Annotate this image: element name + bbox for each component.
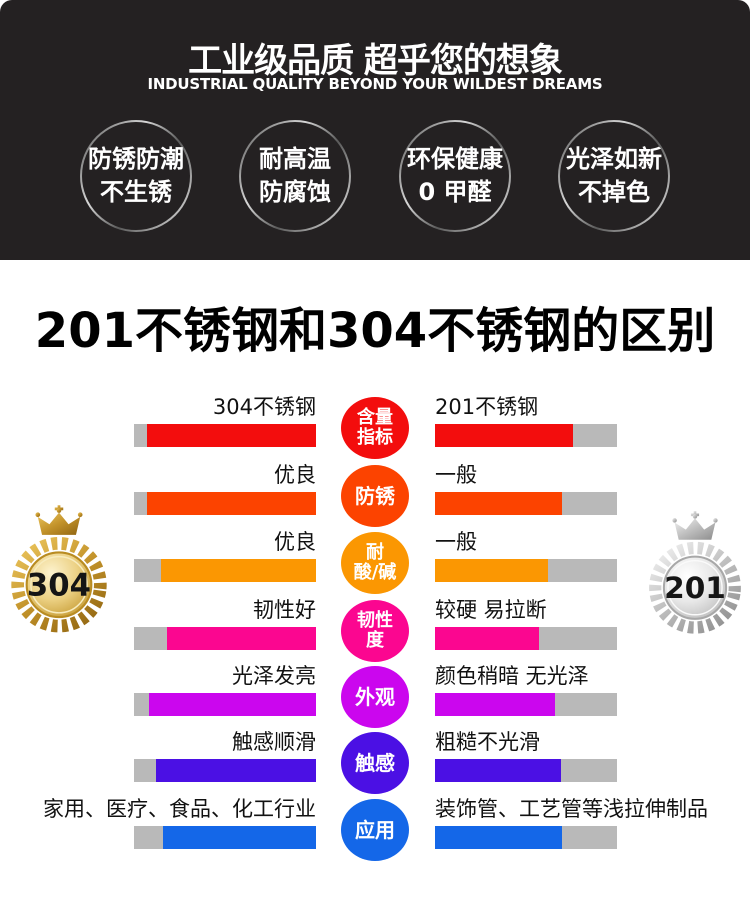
bar-201 — [435, 627, 617, 650]
left-value-label: 304不锈钢 — [212, 395, 316, 419]
feature-line: 0 甲醛 — [418, 178, 492, 206]
crown-icon — [672, 511, 718, 540]
bar-304 — [134, 424, 316, 447]
bar-304 — [134, 759, 316, 782]
bar-201-fill — [435, 559, 548, 582]
attribute-badge-line: 指标 — [357, 427, 393, 448]
right-value-label: 201不锈钢 — [435, 395, 539, 419]
feature-line: 光泽如新 — [566, 145, 662, 173]
bar-201-fill — [435, 424, 573, 447]
bar-304-fill — [163, 826, 316, 849]
bar-201 — [435, 693, 617, 716]
attribute-badge: 耐酸/碱 — [341, 532, 409, 594]
attribute-badge: 含量 指标 — [341, 397, 409, 459]
right-value-label: 较硬 易拉断 — [435, 598, 547, 622]
bar-201 — [435, 492, 617, 515]
right-value-label: 一般 — [435, 530, 477, 554]
attribute-badge-line: 耐 — [366, 542, 384, 563]
silver-medal-201: 201 — [649, 511, 741, 634]
feature-line: 防腐蚀 — [259, 178, 331, 206]
bar-201-fill — [435, 693, 555, 716]
attribute-badge: 防锈 — [341, 465, 409, 527]
attribute-badge: 触感 — [341, 732, 409, 794]
bar-304 — [134, 559, 316, 582]
bar-304 — [134, 492, 316, 515]
attribute-badge-line: 含量 — [357, 407, 393, 428]
right-value-label: 粗糙不光滑 — [435, 730, 540, 754]
attribute-badge-line: 触感 — [355, 751, 395, 775]
attribute-badge: 韧性度 — [341, 600, 409, 662]
attribute-badge-line: 外观 — [355, 685, 395, 709]
hero-banner: 工业级品质 超乎您的想象 INDUSTRIAL QUALITY BEYOND Y… — [0, 0, 750, 260]
crown-icon — [35, 505, 83, 535]
feature-circle-lasting-shine: 光泽如新 不掉色 — [558, 120, 670, 232]
attribute-badge-line: 度 — [366, 630, 384, 651]
bar-201 — [435, 759, 617, 782]
right-value-label: 颜色稍暗 无光泽 — [435, 664, 589, 688]
bar-201 — [435, 559, 617, 582]
attribute-badge: 外观 — [341, 666, 409, 728]
feature-circle-rustproof: 防锈防潮 不生锈 — [80, 120, 192, 232]
bar-304 — [134, 693, 316, 716]
attribute-badge-line: 应用 — [355, 818, 395, 842]
bar-201-fill — [435, 826, 562, 849]
bar-304-fill — [156, 759, 316, 782]
bar-304-fill — [167, 627, 316, 650]
left-value-label: 韧性好 — [253, 598, 316, 622]
section-title: 201不锈钢和304不锈钢的区别 — [34, 303, 716, 359]
bar-304-fill — [147, 492, 316, 515]
bar-304 — [134, 627, 316, 650]
bar-201-fill — [435, 627, 539, 650]
feature-line: 不生锈 — [100, 178, 172, 206]
bar-201 — [435, 424, 617, 447]
attribute-badge-line: 防锈 — [355, 484, 395, 508]
left-value-label: 优良 — [274, 530, 316, 554]
bar-304-fill — [149, 693, 316, 716]
left-value-label: 触感顺滑 — [232, 730, 316, 754]
medal-number: 201 — [664, 571, 726, 605]
left-value-label: 家用、医疗、食品、化工行业 — [43, 797, 316, 821]
left-value-label: 光泽发亮 — [232, 664, 316, 688]
attribute-badge: 应用 — [341, 799, 409, 861]
attribute-badge-line: 韧性 — [357, 610, 393, 631]
medal-number: 304 — [27, 567, 91, 603]
right-value-label: 一般 — [435, 463, 477, 487]
feature-line: 环保健康 — [407, 145, 503, 173]
bar-201-fill — [435, 492, 562, 515]
bar-304-fill — [147, 424, 316, 447]
bar-201-fill — [435, 759, 561, 782]
attribute-badge-line: 酸/碱 — [353, 562, 397, 583]
bar-304-fill — [161, 559, 316, 582]
hero-subtitle: INDUSTRIAL QUALITY BEYOND YOUR WILDEST D… — [147, 75, 603, 93]
feature-circle-eco-health: 环保健康 0 甲醛 — [399, 120, 511, 232]
bar-201 — [435, 826, 617, 849]
bar-304 — [134, 826, 316, 849]
feature-line: 耐高温 — [259, 145, 331, 173]
left-value-label: 优良 — [274, 463, 316, 487]
feature-line: 不掉色 — [578, 178, 650, 206]
feature-line: 防锈防潮 — [88, 145, 184, 173]
right-value-label: 装饰管、工艺管等浅拉伸制品 — [435, 797, 708, 821]
hero-title: 工业级品质 超乎您的想象 — [188, 41, 563, 81]
feature-circle-heat-resistant: 耐高温 防腐蚀 — [239, 120, 351, 232]
gold-medal-304: 304 — [11, 505, 107, 633]
